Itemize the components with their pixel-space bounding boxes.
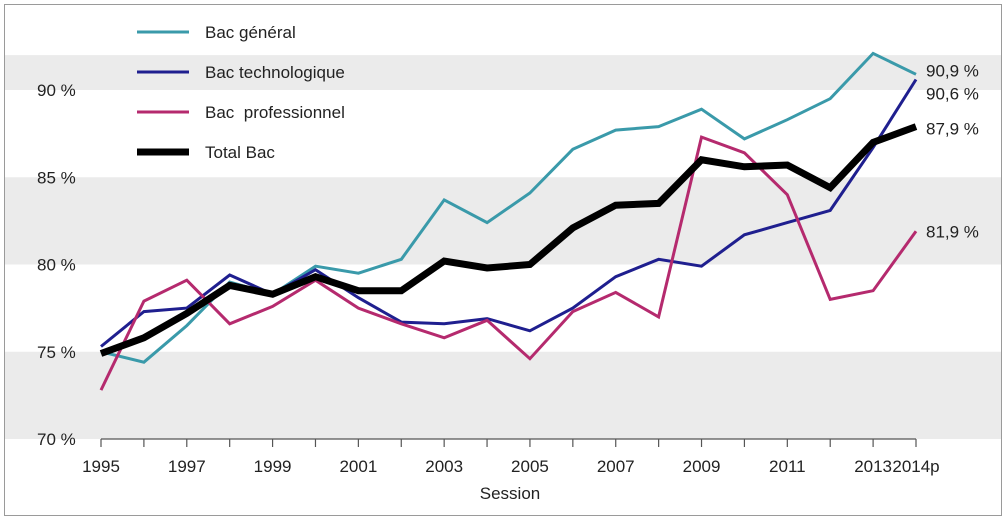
grid-band (5, 351, 1001, 439)
legend-label: Bac technologique (205, 63, 345, 82)
end-value-label: 87,9 % (926, 120, 979, 139)
chart-frame: 70 % 75 % 80 % 85 % 90 % 1995 1997 1999 2001 2003… (4, 4, 1002, 516)
legend-label: Total Bac (205, 143, 275, 162)
x-tick-label: 2011 (769, 457, 806, 476)
series-line-3 (99, 135, 918, 391)
end-value-label: 90,6 % (926, 85, 979, 104)
x-tick-label: 2001 (339, 457, 377, 476)
series-line-2 (100, 78, 918, 348)
y-tick-label: 80 % (37, 256, 76, 275)
x-tick-label: 1995 (82, 457, 120, 476)
legend-label: Bac professionnel (205, 103, 345, 122)
x-tick-label: 1997 (168, 457, 206, 476)
x-tick-label: 2003 (425, 457, 463, 476)
x-tick-label: 2013 (854, 457, 892, 476)
end-value-label: 81,9 % (926, 222, 979, 241)
x-tick-label: 2007 (597, 457, 635, 476)
x-tick-label: 1999 (254, 457, 292, 476)
end-value-label: 90,9 % (926, 61, 979, 80)
x-axis-title: Session (480, 484, 540, 503)
y-tick-label: 90 % (37, 81, 76, 100)
x-tick-label: 2005 (511, 457, 549, 476)
y-tick-label: 75 % (37, 343, 76, 362)
series-line-4 (99, 123, 918, 357)
y-tick-label: 70 % (37, 430, 76, 449)
x-tick-label: 2009 (683, 457, 721, 476)
chart-svg: 70 % 75 % 80 % 85 % 90 % 1995 1997 1999 2001 2003… (5, 23, 1001, 503)
legend-label: Bac général (205, 23, 296, 42)
y-tick-label: 85 % (37, 168, 76, 187)
x-tick-label: 2014p (892, 457, 939, 476)
grid-band (5, 177, 1001, 265)
